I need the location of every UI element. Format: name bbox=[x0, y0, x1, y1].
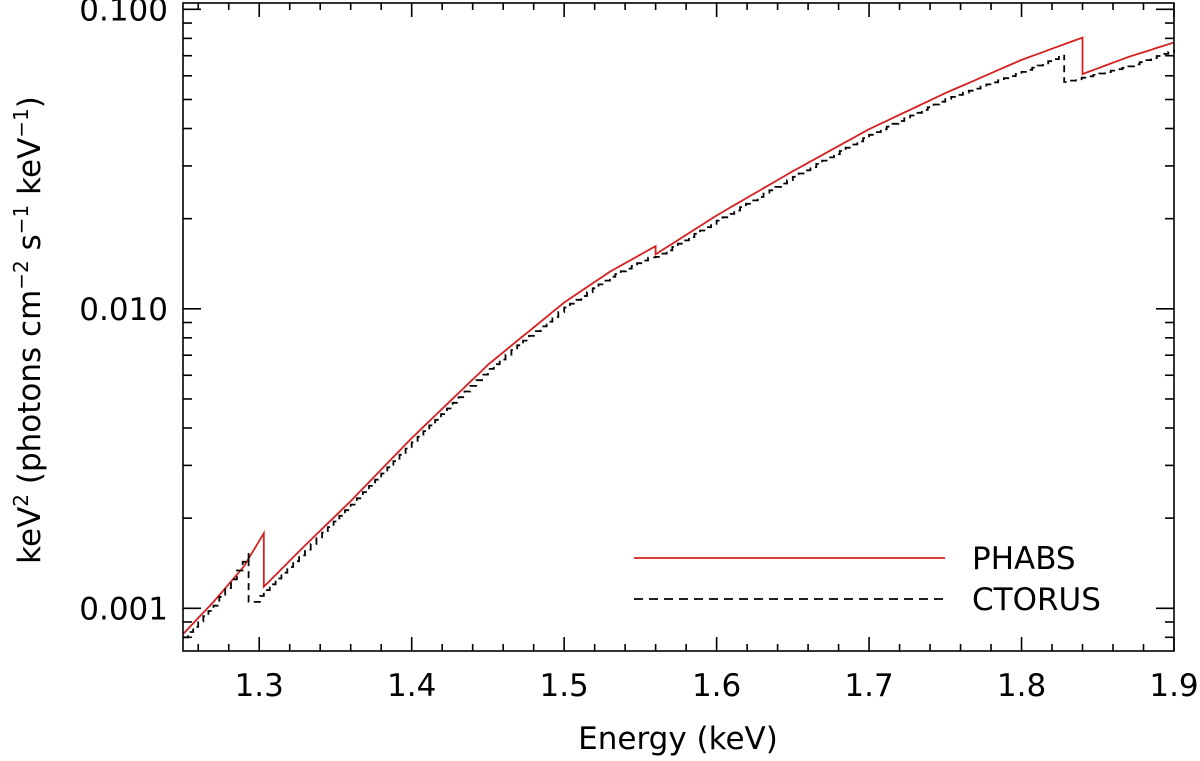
plot-frame bbox=[182, 2, 1175, 652]
x-tick-label: 1.4 bbox=[387, 668, 436, 704]
x-tick-label: 1.9 bbox=[1149, 668, 1198, 704]
x-tick-label: 1.6 bbox=[692, 668, 741, 704]
legend: PHABS CTORUS bbox=[634, 541, 1101, 618]
y-tick-label: 0.001 bbox=[79, 591, 168, 627]
y-tick-labels: 0.001 0.010 0.100 bbox=[79, 0, 168, 627]
y-axis-label: keV2 (photons cm−2 s−1 keV−1) bbox=[9, 96, 48, 564]
legend-label-ctorus: CTORUS bbox=[972, 582, 1101, 618]
x-tick-label: 1.5 bbox=[539, 668, 588, 704]
y-tick-label: 0.010 bbox=[79, 292, 168, 328]
x-tick-labels: 1.3 1.4 1.5 1.6 1.7 1.8 1.9 bbox=[235, 668, 1199, 704]
y-tick-label: 0.100 bbox=[79, 0, 168, 28]
x-tick-label: 1.7 bbox=[844, 668, 893, 704]
minor-ticks bbox=[183, 3, 1174, 651]
series-group bbox=[182, 36, 1175, 639]
x-tick-label: 1.8 bbox=[997, 668, 1046, 704]
x-tick-label: 1.3 bbox=[235, 668, 284, 704]
legend-label-phabs: PHABS bbox=[972, 541, 1076, 577]
x-axis-label: Energy (keV) bbox=[578, 721, 778, 757]
series-line-phabs bbox=[182, 36, 1175, 635]
series-line-ctorus bbox=[183, 49, 1175, 639]
